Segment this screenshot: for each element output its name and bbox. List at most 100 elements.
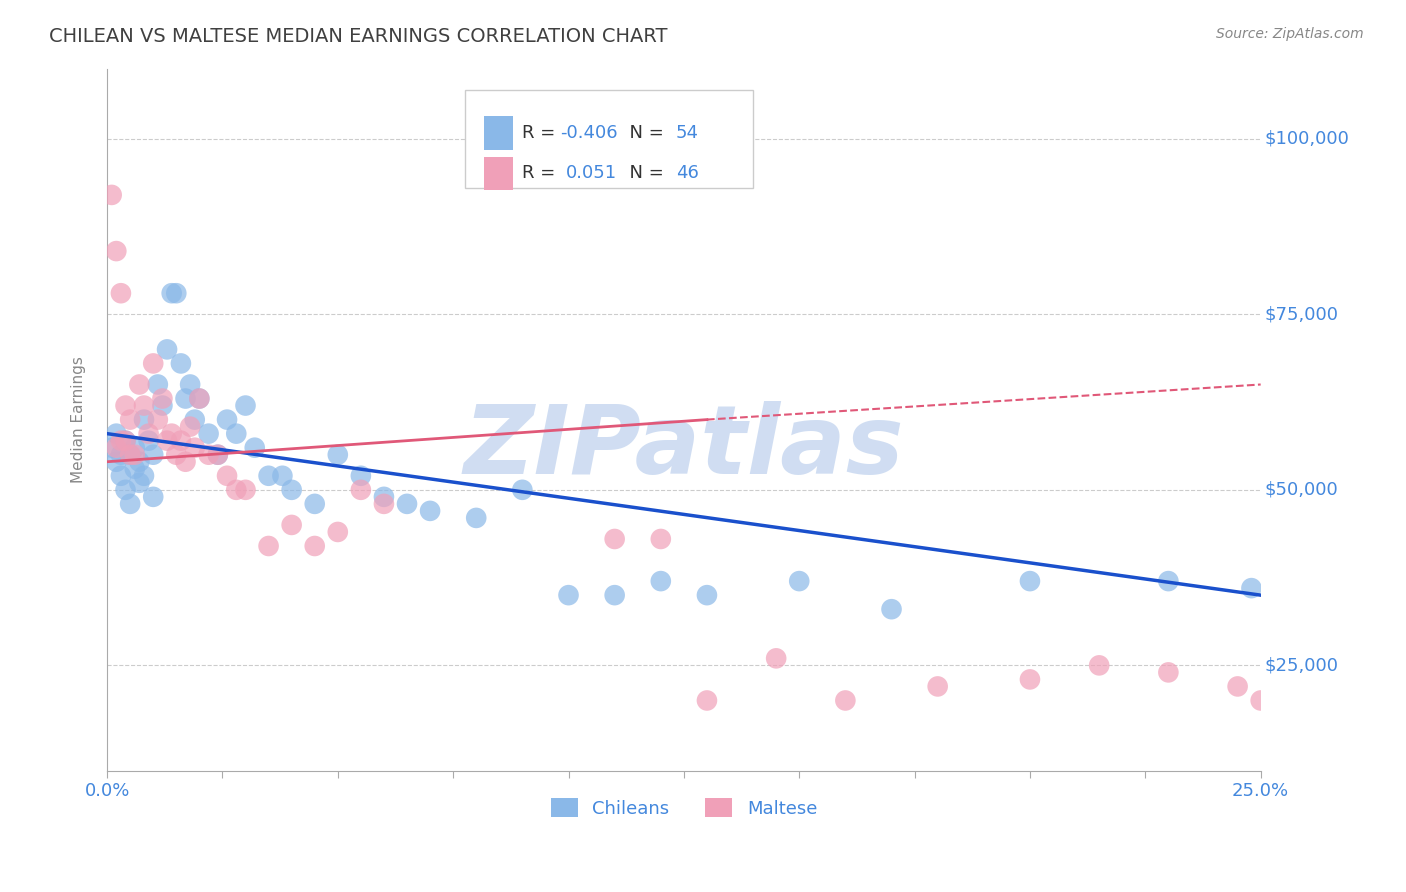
Point <box>215 468 238 483</box>
Point <box>188 392 211 406</box>
Point <box>128 475 150 490</box>
Text: 0.051: 0.051 <box>567 164 617 183</box>
Point <box>160 426 183 441</box>
Point <box>184 441 207 455</box>
Point <box>650 532 672 546</box>
Point <box>156 434 179 448</box>
Text: ZIPatlas: ZIPatlas <box>464 401 904 494</box>
Text: N =: N = <box>619 124 669 142</box>
Point <box>105 441 128 455</box>
Legend: Chileans, Maltese: Chileans, Maltese <box>543 791 824 825</box>
Point <box>174 392 197 406</box>
Point <box>326 448 349 462</box>
Point <box>395 497 418 511</box>
Point <box>179 419 201 434</box>
Text: CHILEAN VS MALTESE MEDIAN EARNINGS CORRELATION CHART: CHILEAN VS MALTESE MEDIAN EARNINGS CORRE… <box>49 27 668 45</box>
Point <box>350 468 373 483</box>
Point <box>110 468 132 483</box>
Point <box>696 693 718 707</box>
Y-axis label: Median Earnings: Median Earnings <box>72 356 86 483</box>
Point <box>603 532 626 546</box>
Point <box>110 434 132 448</box>
Point <box>146 412 169 426</box>
Point <box>1019 574 1042 588</box>
Point <box>105 426 128 441</box>
Point <box>114 434 136 448</box>
Point <box>138 426 160 441</box>
Point <box>128 455 150 469</box>
Point <box>512 483 534 497</box>
Point <box>165 286 187 301</box>
Text: 46: 46 <box>676 164 699 183</box>
Point <box>603 588 626 602</box>
Text: $75,000: $75,000 <box>1264 305 1339 323</box>
Point <box>304 497 326 511</box>
Point <box>650 574 672 588</box>
Point <box>160 286 183 301</box>
Point <box>165 448 187 462</box>
Point <box>765 651 787 665</box>
Point <box>280 483 302 497</box>
Point <box>132 399 155 413</box>
Point <box>207 448 229 462</box>
Point <box>170 356 193 370</box>
Point <box>235 483 257 497</box>
Point <box>271 468 294 483</box>
Point <box>120 497 142 511</box>
Point <box>184 412 207 426</box>
Point <box>280 517 302 532</box>
Point <box>100 441 122 455</box>
Point <box>787 574 810 588</box>
Text: $25,000: $25,000 <box>1264 657 1339 674</box>
Point <box>114 399 136 413</box>
Point <box>188 392 211 406</box>
Point <box>156 343 179 357</box>
Point <box>120 412 142 426</box>
Point <box>197 426 219 441</box>
FancyBboxPatch shape <box>484 157 513 190</box>
Point <box>142 490 165 504</box>
Point <box>1226 680 1249 694</box>
Point <box>120 448 142 462</box>
Point <box>179 377 201 392</box>
Point <box>142 448 165 462</box>
Point <box>215 412 238 426</box>
Point <box>880 602 903 616</box>
Point <box>105 455 128 469</box>
Point <box>257 468 280 483</box>
Point <box>557 588 579 602</box>
Point <box>105 244 128 258</box>
Point <box>927 680 949 694</box>
Point <box>110 286 132 301</box>
Point <box>170 434 193 448</box>
Point <box>350 483 373 497</box>
Point <box>110 448 132 462</box>
Point <box>696 588 718 602</box>
Text: $50,000: $50,000 <box>1264 481 1339 499</box>
Point <box>1088 658 1111 673</box>
Point <box>174 455 197 469</box>
Point <box>128 377 150 392</box>
Point <box>373 497 395 511</box>
Point <box>152 399 174 413</box>
Point <box>419 504 441 518</box>
Point <box>225 483 247 497</box>
Point <box>132 468 155 483</box>
Point <box>235 399 257 413</box>
Point <box>225 426 247 441</box>
Point <box>373 490 395 504</box>
Point <box>257 539 280 553</box>
Point <box>114 483 136 497</box>
Text: -0.406: -0.406 <box>561 124 619 142</box>
Point <box>152 392 174 406</box>
Point <box>243 441 266 455</box>
Point <box>1019 673 1042 687</box>
Point <box>207 448 229 462</box>
Point <box>142 356 165 370</box>
Point <box>124 441 146 455</box>
FancyBboxPatch shape <box>484 117 513 150</box>
Point <box>124 462 146 476</box>
Text: $100,000: $100,000 <box>1264 129 1348 148</box>
Point <box>1250 693 1272 707</box>
Point <box>1157 665 1180 680</box>
